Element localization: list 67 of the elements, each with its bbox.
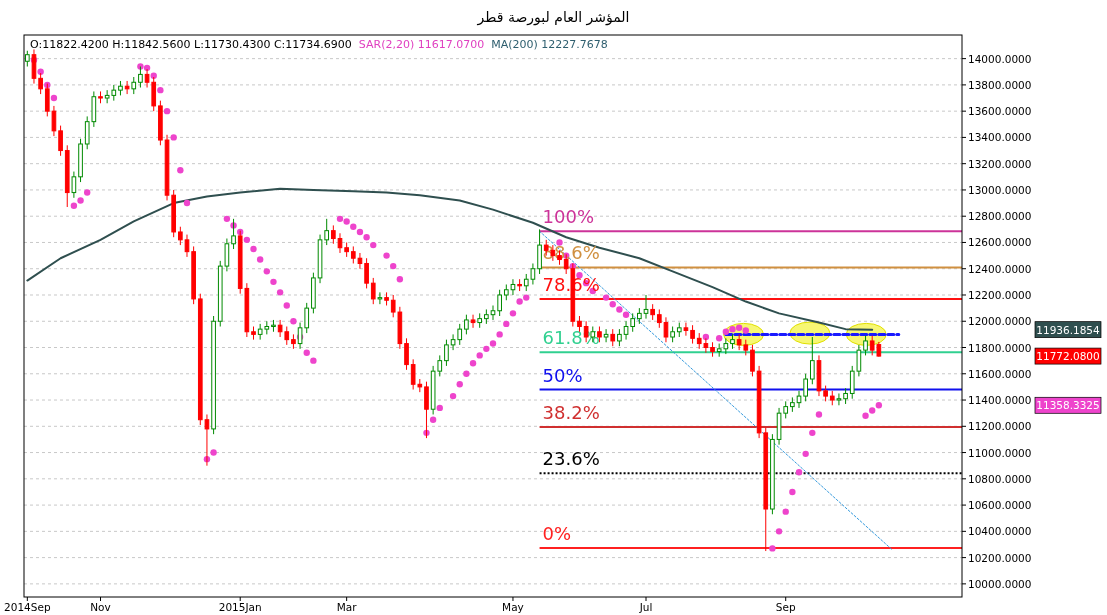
candlestick — [71, 171, 77, 199]
candlestick — [178, 226, 183, 246]
candlestick — [497, 289, 502, 317]
annotation: 100% — [542, 206, 595, 228]
y-tick-label: 13200.0000 — [968, 157, 1032, 170]
candlestick — [464, 314, 469, 335]
candlestick — [603, 328, 609, 343]
candlestick — [643, 294, 649, 320]
y-tick-label: 12000.0000 — [968, 315, 1032, 328]
candlestick — [750, 344, 755, 377]
candlestick — [444, 339, 449, 367]
y-tick-label: 12200.0000 — [968, 288, 1032, 301]
y-tick-label: 11200.0000 — [968, 420, 1032, 433]
y-tick-label: 10400.0000 — [968, 525, 1032, 538]
y-tick-label: 12800.0000 — [968, 210, 1032, 223]
y-tick-label: 13000.0000 — [968, 183, 1032, 196]
annotation: 23.6% — [542, 448, 600, 470]
y-tick-label: 11600.0000 — [968, 367, 1032, 380]
annotation: 38.2% — [542, 401, 600, 423]
candlestick — [863, 335, 868, 356]
candlestick — [138, 66, 143, 89]
y-tick-label: 11400.0000 — [968, 394, 1032, 407]
y-tick-label: 10200.0000 — [968, 551, 1032, 564]
candlestick — [836, 392, 842, 406]
text: 11772.0800 — [1036, 350, 1100, 363]
x-tick-label: Jul — [638, 601, 653, 613]
candlestick — [404, 337, 409, 371]
x-tick-label: 2014Sep — [4, 601, 51, 613]
y-tick-label: 13600.0000 — [968, 105, 1032, 118]
annotation: 0% — [542, 522, 572, 544]
x-tick-label: May — [502, 601, 524, 613]
candlestick — [490, 305, 496, 321]
annotation: O:11822.4200 H:11842.5600 L:11730.4300 C:11734.6900 — [30, 38, 352, 51]
x-tick-label: Mar — [336, 601, 358, 613]
chart-title: المؤشر العام لبورصة قطر — [476, 9, 630, 26]
candlestick — [124, 80, 130, 95]
y-tick-label: 14000.0000 — [968, 52, 1032, 65]
candlestick — [803, 373, 808, 402]
text: 11936.1854 — [1036, 323, 1101, 336]
x-tick-label: Sep — [775, 601, 796, 613]
y-tick-label: 11800.0000 — [968, 341, 1032, 354]
candlestick — [537, 228, 542, 275]
candlestick — [331, 224, 336, 245]
y-tick-label: 10000.0000 — [968, 577, 1032, 590]
x-tick-label: 2015Jan — [218, 601, 262, 613]
y-tick-label: 11000.0000 — [968, 446, 1032, 459]
y-tick-label: 12600.0000 — [968, 236, 1032, 249]
line-series — [26, 187, 874, 331]
annotation: 50% — [542, 364, 583, 386]
candlestick — [377, 291, 383, 305]
y-tick-label: 13400.0000 — [968, 131, 1032, 144]
y-tick-label: 10800.0000 — [968, 472, 1032, 485]
y-tick-label: 13800.0000 — [968, 78, 1032, 91]
candlestick — [58, 125, 63, 157]
candlestick — [370, 277, 376, 305]
annotation: MA(200) 12227.7678 — [491, 38, 608, 51]
candlestick — [809, 336, 815, 385]
candlestick — [364, 257, 369, 289]
candlestick — [690, 324, 695, 345]
annotation: SAR(2,20) 11617.0700 — [358, 38, 485, 51]
y-tick-label: 10600.0000 — [968, 499, 1032, 512]
candlestick — [796, 390, 802, 409]
candlestick — [470, 314, 476, 329]
y-tick-label: 12400.0000 — [968, 262, 1032, 275]
candlestick — [683, 322, 689, 337]
x-tick-label: Nov — [90, 601, 111, 613]
text: 11358.3325 — [1036, 399, 1100, 412]
